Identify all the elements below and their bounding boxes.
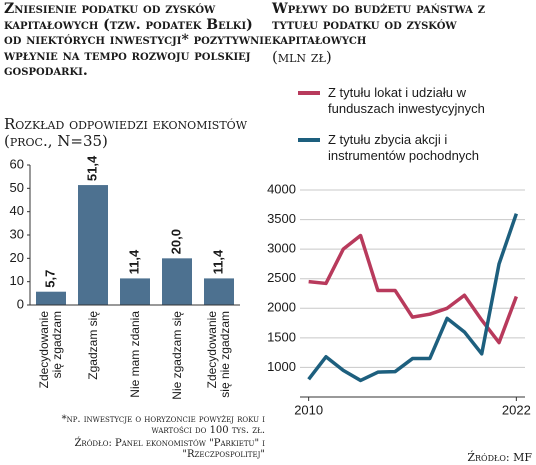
source: Źródło: MF: [467, 451, 532, 464]
value-label: 11,4: [210, 249, 225, 274]
x-tick-label: Zgadzam się: [85, 311, 100, 380]
bar: [162, 258, 192, 305]
x-tick-label: Zdecydowanie się zgadzam: [37, 311, 64, 389]
y-tick-label: 0: [17, 296, 24, 311]
y-tick-label: 10: [10, 273, 24, 288]
y-tick-label: 3500: [267, 211, 296, 226]
line-series: [307, 213, 519, 383]
chart-subtitle: Rozkład odpowiedzi ekonomistów (proc., N…: [4, 115, 247, 150]
y-tick-label: 30: [10, 226, 24, 241]
legend-label: Z tytułu zbycia akcji i instrumentów poc…: [328, 132, 480, 163]
chart-subtitle: (mln zł): [272, 48, 332, 66]
chart-title: Zniesienie podatku od zysków kapitałowyc…: [4, 1, 272, 79]
value-label: 51,4: [84, 155, 99, 181]
value-label: 20,0: [168, 229, 183, 254]
x-tick-label: Nie zgadzam się: [169, 311, 184, 400]
x-tick-label: Nie mam zdania: [127, 311, 142, 398]
x-tick-label: 2010: [294, 402, 323, 417]
x-tick-label: Zdecydowanie się nie zgadzam: [205, 311, 232, 398]
y-tick-label: 2000: [267, 300, 296, 315]
bar: [204, 278, 234, 305]
y-tick-label: 2500: [267, 270, 296, 285]
y-tick-label: 4000: [267, 181, 296, 196]
bar: [36, 291, 66, 305]
source: Źródło: Panel ekonomistów "Parkietu" i "…: [74, 438, 265, 460]
value-label: 5,7: [42, 270, 57, 288]
bar: [78, 185, 108, 305]
legend-label: Z tytułu lokat i udziału w funduszach in…: [328, 85, 485, 116]
line-series: [308, 233, 518, 345]
x-tick-label: 2022: [502, 402, 531, 417]
y-tick-label: 3000: [267, 241, 296, 256]
chart-title: Wpływy do budżetu państwa z tytułu podat…: [272, 1, 486, 48]
y-tick-label: 1500: [267, 329, 296, 344]
y-tick-label: 1000: [267, 359, 296, 374]
y-tick-label: 40: [10, 203, 24, 218]
footnote: *np. inwestycje o horyzoncie powyżej rok…: [61, 414, 265, 436]
y-tick-label: 20: [10, 250, 24, 265]
y-tick-label: 60: [10, 156, 24, 171]
bar: [120, 278, 150, 305]
value-label: 11,4: [126, 249, 141, 274]
y-tick-label: 50: [10, 180, 24, 195]
